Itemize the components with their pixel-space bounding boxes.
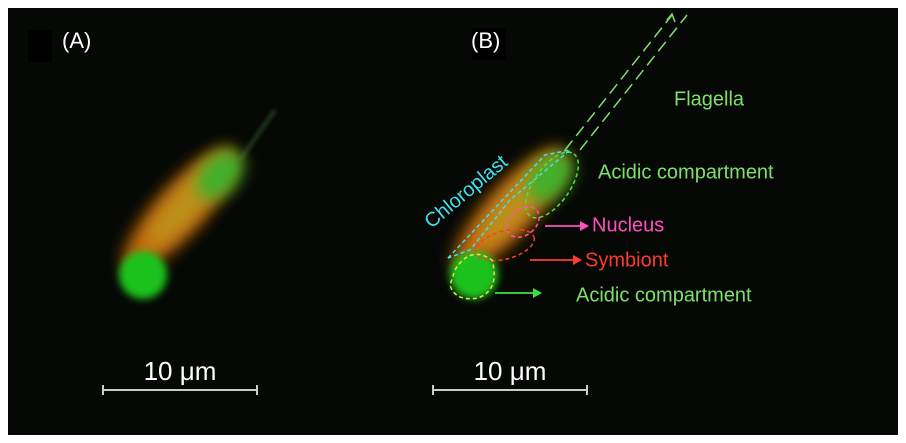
panel-label: (B) <box>471 28 500 53</box>
annotation: Acidic compartment <box>576 284 752 306</box>
annotation: Symbiont <box>585 249 669 271</box>
figure: (A) 10 μm (B) 10 μm Flagella Chloroplast… <box>0 0 906 443</box>
annotation: Acidic compartment <box>598 161 774 183</box>
scale-bar-label: 10 μm <box>144 356 217 386</box>
panel-label: (A) <box>62 28 91 53</box>
scale-bar-label: 10 μm <box>474 356 547 386</box>
label-box <box>28 30 52 62</box>
annotation: Flagella <box>674 88 745 110</box>
annotation: Nucleus <box>592 214 664 236</box>
